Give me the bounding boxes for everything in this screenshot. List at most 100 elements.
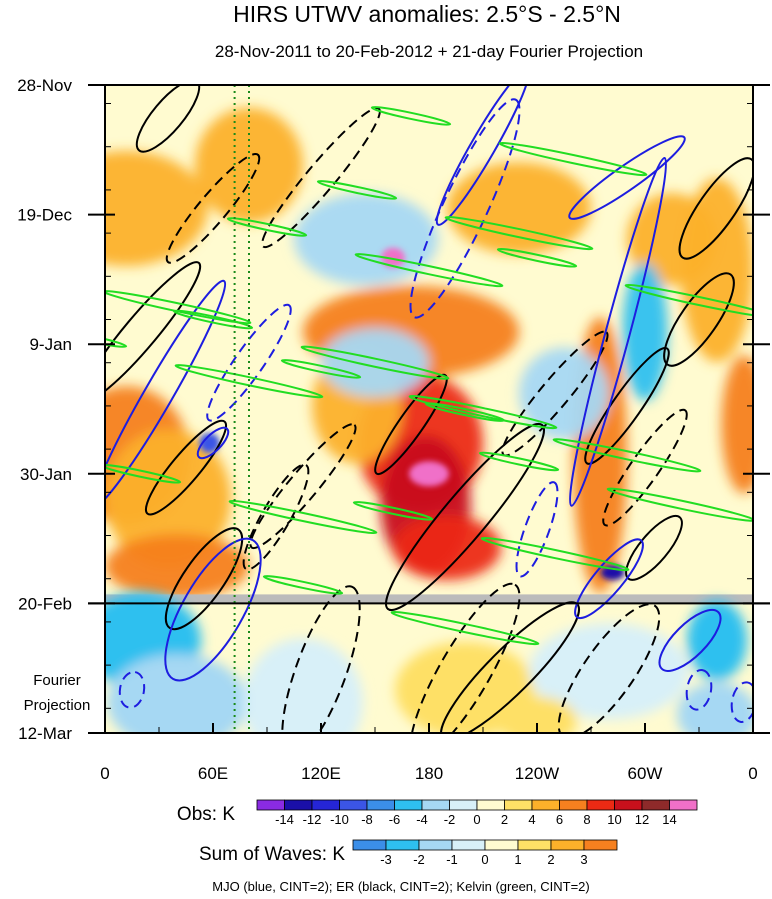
projection-patch [687,600,747,681]
kelvin-contour [552,438,702,473]
colorbar-level-label: 8 [583,812,590,827]
kelvin-contour [228,499,378,535]
colorbar-box [256,799,285,811]
mjo-contour [568,156,668,507]
colorbar-box [559,799,588,811]
colorbar-box [284,799,313,811]
kelvin-contour [478,451,560,472]
anomaly-patch [519,347,609,440]
colorbar-box [311,799,340,811]
colorbar-level-label: 0 [481,852,488,867]
colorbar-level-label: 10 [607,812,621,827]
mjo-contours [105,85,753,723]
colorbar-level-label: 12 [635,812,649,827]
colorbar-level-label: 2 [547,852,554,867]
projection-patch [107,654,247,733]
kelvin-contour [370,106,452,126]
colorbar-level-label: 6 [556,812,563,827]
er-contour-negative [242,463,310,571]
y-tick-label: 30-Jan [20,465,72,484]
colorbar-box [394,799,423,811]
chart-subtitle: 28-Nov-2011 to 20-Feb-2012 + 21-day Four… [215,42,643,61]
kelvin-contour [408,395,558,430]
projection-label-line1: Fourier [33,672,81,689]
anomaly-core [409,461,449,487]
kelvin-contour [424,402,506,422]
colorbar-level-label: 2 [501,812,508,827]
kelvin-contour [624,283,753,319]
kelvin-contour [498,141,648,177]
kelvin-contour [444,216,594,251]
colorbar-level-label: -12 [303,812,322,827]
y-tick-label: 20-Feb [18,594,72,613]
y-tick-label: 12-Mar [18,724,72,743]
colorbar-level-label: 1 [514,852,521,867]
colorbar-box [476,799,505,811]
projection-label-line2: Projection [24,697,91,714]
plot-area [105,85,753,733]
mjo-contour [435,85,531,226]
colorbar-box [339,799,368,811]
missing-data-band [105,594,753,604]
er-contour [105,261,202,403]
obs-colorbar-label: Obs: K [177,804,235,825]
kelvin-contour [300,345,450,380]
footer-note: MJO (blue, CINT=2); ER (black, CINT=2); … [212,879,589,894]
colorbar-box [586,799,615,811]
mjo-contour-negative [730,681,753,723]
kelvin-contour [390,611,540,646]
colorbar-level-label: -1 [446,852,458,867]
er-contour [584,347,670,465]
anomaly-patch [195,107,303,223]
waves-colorbar-label: Sum of Waves: K [199,844,345,865]
y-tick-label: 19-Dec [17,206,72,225]
projection-patch [243,638,363,733]
x-tick-label: 0 [748,764,757,783]
x-tick-label: 60W [628,764,663,783]
colorbar-level-label: -10 [330,812,349,827]
mjo-contour-negative [685,668,713,711]
colorbar-level-label: -2 [444,812,456,827]
colorbar-level-label: 0 [473,812,480,827]
observed-anomaly-field [105,107,753,604]
colorbar-box [449,799,478,811]
colorbar-box [366,799,395,811]
colorbar-box [517,839,552,851]
x-tick-label: 180 [415,764,443,783]
colorbar-level-label: -14 [275,812,294,827]
mjo-contour [105,279,227,508]
anomaly-patch [321,328,429,398]
colorbar-box [641,799,670,811]
kelvin-contour [262,575,344,595]
kelvin-contour [606,487,753,522]
colorbar-box [583,839,618,851]
kelvin-contour [105,290,252,325]
x-tick-label: 0 [100,764,109,783]
er-contour-negative [165,153,261,264]
x-tick-label: 60E [198,764,228,783]
colorbar-level-label: 4 [528,812,535,827]
anomaly-core [199,432,220,453]
colorbar-box [484,839,519,851]
obs-colorbar: -14 -12 -10 -8 -6 -4 -2 0 2 4 6 8 10 12 14 [256,799,698,827]
kelvin-contour [316,180,398,200]
anomaly-patch [105,534,249,599]
y-axis: 28-Nov 19-Dec 9-Jan 30-Jan 20-Feb 12-Mar [17,76,770,743]
colorbar-box [451,839,486,851]
colorbar-level-label: -2 [413,852,425,867]
colorbar-box [504,799,533,811]
er-contour [135,85,201,153]
colorbar-box [531,799,560,811]
colorbar-level-label: -6 [389,812,401,827]
kelvin-contour [354,253,504,288]
er-contour-negative [261,107,381,249]
colorbar-level-label: -3 [380,852,392,867]
x-tick-label: 120E [301,764,341,783]
mjo-contour-negative [409,98,521,319]
er-contour [164,527,244,631]
mjo-contour [574,538,644,620]
kelvin-contour [480,536,630,572]
projection-patch [529,623,689,720]
anomaly-patch [105,429,231,568]
